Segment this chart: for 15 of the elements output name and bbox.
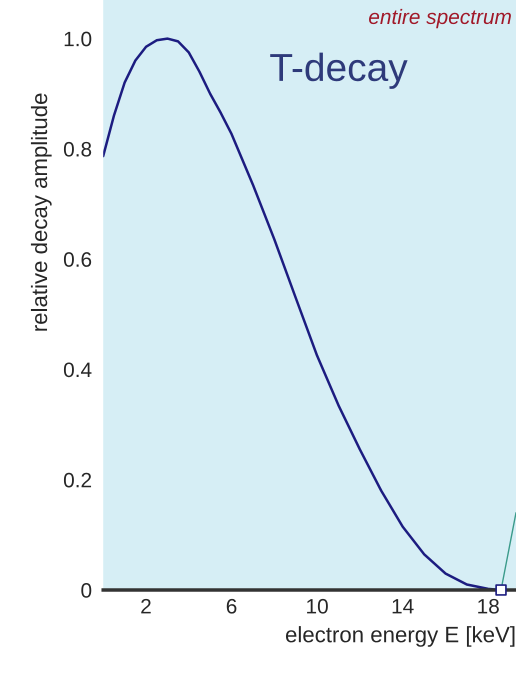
x-tick-label: 6 [226, 598, 236, 614]
x-tick-label: 10 [307, 598, 328, 614]
y-tick-label: 1.0 [64, 32, 92, 46]
y-tick-label: 0 [81, 583, 92, 598]
y-tick-label: 0.6 [64, 252, 92, 267]
y-tick-label: 0.2 [64, 472, 92, 488]
y-axis-title: relative decay amplitude [30, 94, 52, 331]
x-axis-title: electron energy E [keV] [286, 626, 514, 647]
annotation: entire spectrum [369, 8, 511, 28]
x-tick-label: 2 [141, 598, 151, 614]
y-tick-label: 0.4 [64, 362, 92, 378]
x-tick-label: 14 [392, 599, 414, 614]
x-tick-label: 18 [478, 598, 499, 614]
text: T-decay [270, 52, 408, 89]
y-tick-label: 0.8 [64, 142, 92, 157]
